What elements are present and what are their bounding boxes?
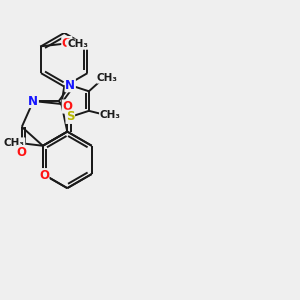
Text: CH₃: CH₃ (97, 73, 118, 83)
Text: O: O (62, 37, 72, 50)
Text: O: O (39, 169, 49, 182)
Text: CH₃: CH₃ (4, 138, 25, 148)
Text: N: N (65, 79, 75, 92)
Text: O: O (62, 100, 72, 113)
Text: S: S (66, 110, 75, 123)
Text: N: N (28, 94, 38, 108)
Text: O: O (17, 146, 27, 158)
Text: CH₃: CH₃ (67, 39, 88, 49)
Text: CH₃: CH₃ (100, 110, 121, 120)
